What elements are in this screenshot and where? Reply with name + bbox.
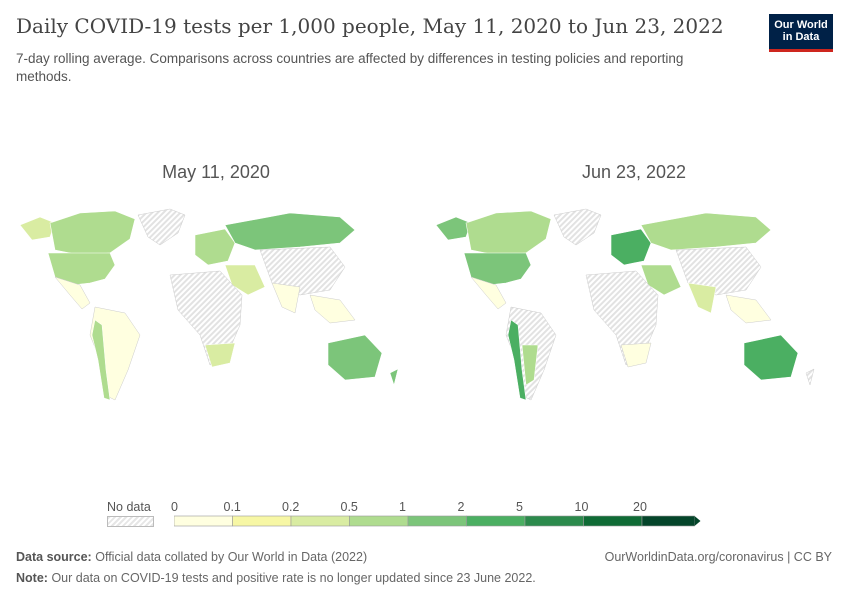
canada[interactable] (49, 210, 136, 256)
legend-tick-label: 0.5 (340, 500, 358, 514)
australia[interactable] (327, 334, 383, 381)
chart-title: Daily COVID-19 tests per 1,000 people, M… (16, 14, 724, 38)
note-text: Our data on COVID-19 tests and positive … (51, 571, 536, 585)
legend-bin-6[interactable] (524, 515, 584, 527)
chart-subtitle: 7-day rolling average. Comparisons acros… (16, 51, 684, 84)
middle-east[interactable] (224, 264, 266, 296)
source-text: Official data collated by Our World in D… (95, 550, 368, 564)
legend-no-data-label: No data (107, 500, 151, 514)
map-date-left: May 11, 2020 (162, 162, 270, 182)
footer-source: Data source: Official data collated by O… (16, 550, 367, 564)
southeast-asia[interactable] (309, 294, 356, 324)
world-map-2020[interactable] (10, 195, 420, 410)
chile-peru[interactable] (91, 319, 111, 401)
mexico[interactable] (470, 276, 507, 310)
new-zealand[interactable] (389, 368, 399, 386)
europe[interactable] (194, 228, 236, 266)
russia[interactable] (224, 212, 356, 251)
alaska[interactable] (435, 216, 472, 241)
india[interactable] (271, 282, 301, 314)
source-label: Data source: (16, 550, 92, 564)
legend-bin-2[interactable] (290, 515, 350, 527)
central-asia-china[interactable] (259, 246, 346, 296)
russia[interactable] (640, 212, 772, 251)
legend-bin-5[interactable] (466, 515, 526, 527)
mexico[interactable] (54, 276, 91, 310)
legend-bin-1[interactable] (232, 515, 292, 527)
logo-line-2: in Data (782, 31, 820, 43)
footer-note: Note: Our data on COVID-19 tests and pos… (16, 571, 536, 585)
greenland[interactable] (553, 208, 602, 246)
greenland[interactable] (137, 208, 186, 246)
legend-bin-8[interactable] (641, 515, 695, 527)
legend-tick-label: 0.2 (282, 500, 300, 514)
legend-color-bar (174, 515, 701, 527)
legend-tick-label: 2 (457, 500, 465, 514)
legend-tick-label: 10 (574, 500, 589, 514)
map-date-right: Jun 23, 2022 (581, 162, 687, 182)
legend-bin-4[interactable] (407, 515, 467, 527)
india[interactable] (687, 282, 717, 314)
legend-tick-label: 20 (633, 500, 647, 514)
footer-url[interactable]: OurWorldinData.org/coronavirus | CC BY (604, 550, 832, 564)
legend-tick-label: 0 (171, 500, 178, 514)
central-asia-china[interactable] (675, 246, 762, 296)
logo-line-1: Our World (774, 19, 828, 31)
australia[interactable] (743, 334, 799, 381)
argentina[interactable] (521, 344, 539, 386)
legend-bin-3[interactable] (349, 515, 409, 527)
new-zealand[interactable] (805, 368, 815, 386)
legend-tick-label: 5 (516, 500, 523, 514)
owid-logo[interactable]: Our World in Data (769, 14, 833, 52)
world-map-2022[interactable] (426, 195, 836, 410)
middle-east[interactable] (640, 264, 682, 296)
southern-africa[interactable] (204, 342, 236, 368)
legend-arrow-tip (694, 516, 701, 526)
legend-bin-0[interactable] (174, 515, 233, 527)
southern-africa[interactable] (620, 342, 652, 368)
legend-tick-label: 0.1 (223, 500, 241, 514)
europe[interactable] (610, 228, 652, 266)
legend-no-data-swatch[interactable] (107, 516, 154, 527)
canada[interactable] (465, 210, 552, 256)
legend-bin-7[interactable] (583, 515, 643, 527)
note-label: Note: (16, 571, 48, 585)
southeast-asia[interactable] (725, 294, 772, 324)
chile-peru[interactable] (507, 319, 527, 401)
alaska[interactable] (19, 216, 56, 241)
legend-tick-label: 1 (399, 500, 406, 514)
